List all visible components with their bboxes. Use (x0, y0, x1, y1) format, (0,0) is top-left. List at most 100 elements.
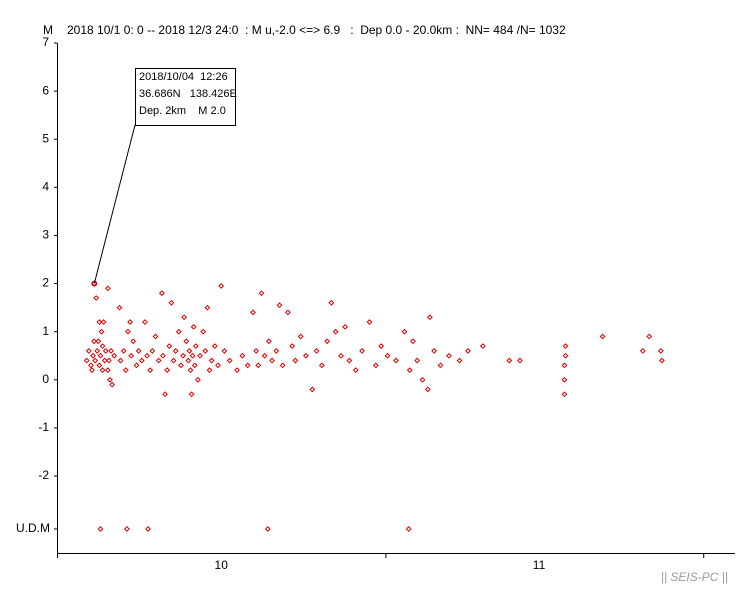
y-tick-label: -1 (38, 420, 49, 434)
data-point (342, 323, 349, 330)
data-point (181, 314, 188, 321)
data-point (116, 304, 123, 311)
y-tick-label: 2 (42, 276, 49, 290)
data-point (211, 343, 218, 350)
data-point (89, 367, 95, 374)
data-point (318, 362, 325, 369)
data-point (93, 295, 100, 301)
data-point (99, 343, 106, 350)
data-point (431, 348, 438, 354)
data-point (658, 357, 665, 364)
data-point (108, 348, 114, 354)
data-point (332, 328, 339, 335)
data-point (384, 352, 391, 359)
data-point (99, 367, 106, 374)
y-tick-label: 5 (42, 131, 49, 145)
data-point (102, 348, 109, 354)
data-point (106, 357, 112, 364)
data-point (239, 352, 246, 359)
data-point (186, 348, 193, 354)
data-point (244, 362, 251, 369)
data-point (202, 348, 209, 354)
y-tick-label: 7 (42, 35, 49, 49)
data-point (92, 357, 99, 364)
data-point (506, 357, 513, 364)
data-point (269, 357, 275, 364)
data-point (172, 348, 179, 354)
data-point (91, 338, 97, 345)
data-point (142, 319, 148, 325)
data-point (95, 338, 102, 345)
data-point (192, 343, 199, 350)
data-point (437, 362, 444, 369)
data-point (561, 362, 568, 369)
data-point (104, 367, 111, 374)
data-point (111, 352, 118, 359)
data-point (149, 348, 156, 354)
data-point (185, 357, 192, 364)
data-point (97, 526, 104, 532)
data-point (289, 343, 296, 350)
data-point (401, 328, 408, 335)
data-point (303, 352, 309, 359)
data-point (107, 376, 113, 383)
data-point (206, 367, 213, 374)
data-point (133, 362, 140, 369)
data-point (309, 386, 316, 393)
data-point (359, 348, 366, 354)
data-point (83, 357, 90, 364)
data-point (189, 352, 196, 359)
data-point (180, 352, 186, 359)
data-point (456, 357, 463, 364)
data-point (194, 376, 201, 383)
data-point (170, 357, 177, 364)
data-point (562, 352, 569, 359)
data-point (117, 357, 124, 364)
data-point (122, 367, 129, 374)
data-point (414, 357, 421, 364)
data-point (96, 319, 103, 325)
data-point (372, 362, 379, 369)
data-point (426, 314, 433, 321)
data-point (109, 381, 115, 388)
data-point (250, 309, 256, 316)
data-point (405, 526, 412, 532)
data-point (87, 362, 94, 369)
data-point (297, 333, 304, 340)
y-tick-label: -2 (38, 468, 49, 482)
data-point (94, 348, 101, 354)
data-point (127, 319, 134, 325)
data-point (279, 362, 286, 369)
data-point (120, 348, 127, 354)
data-point (204, 304, 211, 311)
data-point (639, 348, 646, 354)
y-tick-label: U.D.M (16, 521, 50, 535)
data-point (175, 328, 182, 335)
data-point (465, 348, 471, 354)
annotation-text: 36.686N 138.426E (139, 88, 237, 100)
data-point (101, 357, 108, 364)
data-point (258, 290, 265, 297)
data-point (215, 362, 221, 369)
data-point (178, 362, 184, 369)
data-point (265, 338, 272, 345)
x-tick-label: 10 (215, 558, 229, 572)
data-point (183, 338, 190, 345)
data-point (158, 290, 165, 297)
y-tick-label: 1 (42, 324, 49, 338)
data-point (338, 352, 344, 359)
data-point (261, 352, 268, 359)
chart-title: 2018 10/1 0: 0 -- 2018 12/3 24:0 : M u,-… (67, 23, 566, 37)
y-axis-label: M (43, 23, 53, 37)
annotation-box (135, 68, 236, 126)
data-point (366, 319, 373, 325)
data-point (166, 343, 173, 350)
data-point (164, 367, 171, 374)
data-point (221, 348, 228, 354)
data-point (292, 357, 299, 364)
data-point (264, 526, 271, 532)
data-point (234, 367, 241, 374)
data-point (328, 299, 335, 306)
data-point (324, 338, 331, 345)
